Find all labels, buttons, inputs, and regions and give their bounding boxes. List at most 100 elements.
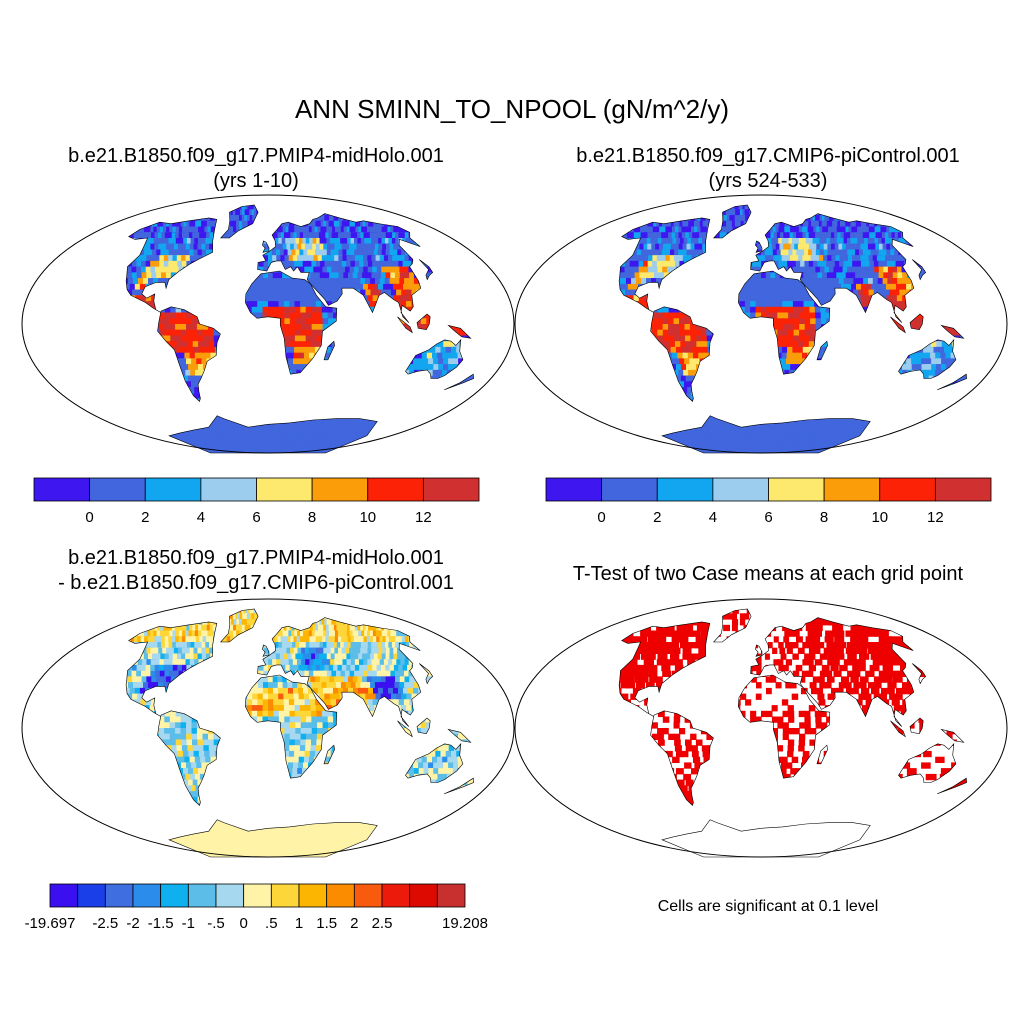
- map-border: [21, 194, 515, 454]
- coastline-antarctica: [661, 819, 871, 858]
- coastlines: [125, 608, 474, 858]
- coastline-southAmerica: [157, 710, 221, 806]
- colorbar-swatch: [381, 883, 411, 908]
- case-name: b.e21.B1850.f09_g17.PMIP4-midHolo.001: [68, 145, 444, 167]
- coastline-greatBritain: [262, 240, 270, 253]
- coastline-madagascar: [323, 744, 335, 765]
- colorbar-tick-label: 10: [359, 509, 376, 526]
- coastline-antarctica: [661, 415, 871, 454]
- coastline-greenland: [220, 608, 259, 643]
- colorbar-swatch: [89, 477, 146, 502]
- colorbar-swatch: [934, 477, 992, 502]
- colorbar-tick-label: 0: [240, 915, 248, 932]
- coastline-greenland: [220, 204, 259, 239]
- main-title: ANN SMINN_TO_NPOOL (gN/m^2/y): [294, 94, 730, 124]
- coastline-australia: [898, 338, 957, 379]
- colorbar-tick-label: .5: [265, 915, 278, 932]
- coastline-eurasia: [257, 617, 422, 727]
- coastline-borneo: [909, 717, 924, 735]
- coastline-africa: [737, 674, 831, 779]
- panel-title-midholo: b.e21.B1850.f09_g17.PMIP4-midHolo.001 (y…: [0, 144, 512, 194]
- coastline-madagascar: [816, 744, 828, 765]
- colorbar-swatch: [422, 477, 480, 502]
- coastline-greatBritain: [262, 644, 270, 657]
- colorbar-swatch: [545, 477, 603, 502]
- colorbar-swatch: [49, 883, 79, 908]
- coastline-antarctica: [168, 415, 378, 454]
- coastline-newGuinea: [447, 728, 472, 743]
- colorbar-tick-label: 4: [197, 509, 205, 526]
- coastline-sumatra: [397, 720, 413, 738]
- colorbar-swatch: [768, 477, 825, 502]
- map-border: [514, 598, 1008, 858]
- years-label: (yrs 524-533): [708, 170, 828, 192]
- panel-title-picontrol: b.e21.B1850.f09_g17.CMIP6-piControl.001 …: [512, 144, 1024, 194]
- colorbar-swatch: [298, 883, 328, 908]
- colorbar-swatch: [215, 883, 245, 908]
- colorbar-swatch: [712, 477, 769, 502]
- coastline-madagascar: [816, 340, 828, 361]
- colorbar-tick-label: 1: [295, 915, 303, 932]
- colorbar-swatch: [656, 477, 714, 502]
- coastline-greatBritain: [755, 240, 763, 253]
- colorbar-swatch: [132, 883, 162, 908]
- significance-note: Cells are significant at 0.1 level: [657, 898, 879, 915]
- coastline-borneo: [909, 313, 924, 331]
- coastline-southAmerica: [157, 306, 221, 402]
- coastline-newGuinea: [447, 324, 472, 339]
- colorbar-tick-label: 4: [709, 509, 717, 526]
- colorbar-swatch: [367, 477, 424, 502]
- colorbar-swatch: [144, 477, 202, 502]
- colorbar-swatch: [409, 883, 438, 908]
- coastline-northAmerica: [125, 621, 218, 717]
- colorbar-swatch: [104, 883, 134, 908]
- coastline-newZealand: [443, 777, 474, 795]
- coastline-newZealand: [443, 373, 474, 391]
- coastline-japan: [419, 663, 434, 685]
- colorbar-swatch: [77, 883, 106, 908]
- coastline-borneo: [416, 717, 431, 735]
- coastline-eurasia: [750, 213, 915, 323]
- coastline-australia: [405, 338, 464, 379]
- coastline-africa: [737, 270, 831, 375]
- coastline-northAmerica: [618, 217, 711, 313]
- map-background: [22, 599, 514, 857]
- colorbar-swatch: [200, 477, 257, 502]
- colorbar-swatch: [160, 883, 189, 908]
- colorbar-tick-label: -1: [182, 915, 195, 932]
- colorbar-tick-label: 10: [871, 509, 888, 526]
- colorbar-tick-label: 0: [85, 509, 93, 526]
- map-border: [21, 598, 515, 858]
- colorbar-swatch: [270, 883, 300, 908]
- colorbar-tick-label: 2: [141, 509, 149, 526]
- colorbar-swatch: [601, 477, 658, 502]
- years-label: (yrs 1-10): [213, 170, 299, 192]
- colorbar-tick-label: -1.5: [148, 915, 174, 932]
- coastline-newGuinea: [940, 324, 965, 339]
- coastline-japan: [912, 259, 927, 281]
- colorbar-swatch: [879, 477, 936, 502]
- map-background: [22, 195, 514, 453]
- coastline-madagascar: [323, 340, 335, 361]
- coastline-northAmerica: [125, 217, 218, 313]
- coastline-africa: [244, 674, 338, 779]
- colorbar-swatch: [436, 883, 466, 908]
- coastline-borneo: [416, 313, 431, 331]
- colorbar-absolute-left: 0 2 4 6 8 10 12: [33, 477, 480, 526]
- colorbar-tick-label: 2: [653, 509, 661, 526]
- colorbar-tick-label: 6: [252, 509, 260, 526]
- coastline-greatBritain: [755, 644, 763, 657]
- case-name: b.e21.B1850.f09_g17.CMIP6-piControl.001: [576, 145, 960, 167]
- colorbar-tick-label: -.5: [207, 915, 225, 932]
- colorbar-tick-label: 6: [764, 509, 772, 526]
- coastlines: [618, 204, 967, 454]
- colorbar-tick-label: 0: [597, 509, 605, 526]
- coastline-newGuinea: [940, 728, 965, 743]
- colorbar-absolute-right: 0 2 4 6 8 10 12: [545, 477, 992, 526]
- colorbar-tick-label: 2: [350, 915, 358, 932]
- colorbar-tick-label: 12: [415, 509, 432, 526]
- colorbar-tick-label: -19.697: [25, 915, 76, 932]
- coastline-eurasia: [750, 617, 915, 727]
- coastline-australia: [405, 742, 464, 783]
- panel-title-ttest: T-Test of two Case means at each grid po…: [572, 563, 964, 585]
